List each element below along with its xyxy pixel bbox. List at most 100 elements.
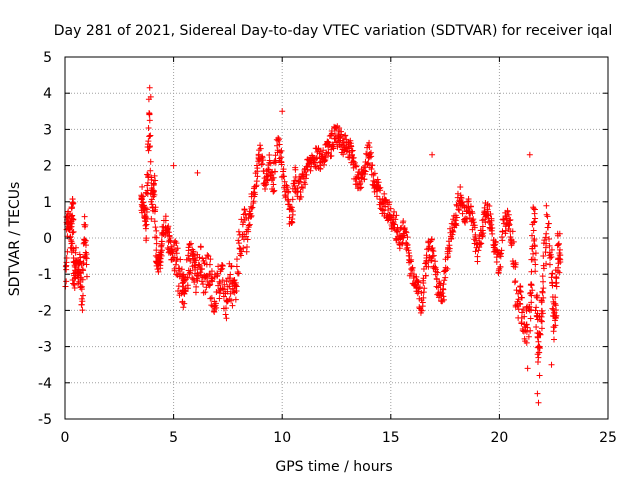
- data-point: [495, 267, 502, 274]
- data-point: [536, 372, 543, 379]
- data-point: [422, 260, 429, 267]
- data-point: [528, 306, 535, 313]
- data-point: [505, 211, 512, 218]
- data-point: [147, 132, 154, 139]
- x-tick-label: 25: [599, 430, 617, 446]
- data-point: [194, 277, 201, 284]
- data-point: [535, 338, 542, 345]
- data-point: [144, 191, 151, 198]
- data-point: [328, 152, 335, 159]
- data-point: [357, 180, 364, 187]
- data-point: [556, 269, 563, 276]
- data-point: [146, 144, 153, 151]
- data-point: [235, 228, 242, 235]
- data-point: [528, 292, 535, 299]
- data-point: [76, 258, 83, 265]
- data-point: [152, 204, 159, 211]
- data-point: [254, 173, 261, 180]
- data-point: [497, 250, 504, 257]
- data-point: [62, 263, 69, 270]
- data-point: [81, 213, 88, 220]
- data-point: [70, 216, 77, 223]
- data-point: [186, 241, 193, 248]
- data-point: [78, 286, 85, 293]
- data-point: [194, 169, 201, 176]
- data-point: [552, 314, 559, 321]
- data-point: [83, 261, 90, 268]
- data-point: [459, 210, 466, 217]
- data-point: [425, 246, 432, 253]
- data-point: [328, 133, 335, 140]
- data-point: [528, 281, 535, 288]
- x-tick-label: 20: [490, 430, 508, 446]
- data-point: [429, 151, 436, 158]
- data-point: [260, 157, 267, 164]
- data-point: [535, 399, 542, 406]
- data-point: [392, 216, 399, 223]
- data-point: [553, 279, 560, 286]
- data-point: [540, 294, 547, 301]
- data-point: [284, 184, 291, 191]
- data-point: [63, 259, 70, 266]
- data-point: [289, 196, 296, 203]
- data-point: [377, 184, 384, 191]
- data-point: [190, 248, 197, 255]
- data-point: [139, 193, 146, 200]
- data-point: [153, 240, 160, 247]
- data-point: [158, 252, 165, 259]
- data-point: [486, 202, 493, 209]
- data-point: [517, 288, 524, 295]
- data-point: [470, 216, 477, 223]
- y-tick-label: 2: [43, 159, 52, 175]
- data-point: [525, 333, 532, 340]
- data-point: [543, 202, 550, 209]
- data-point: [193, 283, 200, 290]
- data-point: [289, 208, 296, 215]
- data-point: [191, 264, 198, 271]
- data-point: [80, 260, 87, 267]
- data-point: [409, 264, 416, 271]
- y-tick-label: 4: [43, 86, 52, 102]
- y-tick-label: -2: [38, 303, 52, 319]
- data-point: [538, 318, 545, 325]
- data-point: [535, 354, 542, 361]
- data-point: [243, 248, 250, 255]
- data-point: [352, 162, 359, 169]
- data-point: [491, 242, 498, 249]
- data-point: [240, 244, 247, 251]
- data-point: [206, 261, 213, 268]
- data-point: [82, 237, 89, 244]
- data-point: [275, 136, 282, 143]
- data-point: [152, 206, 159, 213]
- data-point: [257, 142, 264, 149]
- data-point: [380, 200, 387, 207]
- data-point: [464, 204, 471, 211]
- data-point: [432, 258, 439, 265]
- data-point: [146, 117, 153, 124]
- data-point: [498, 233, 505, 240]
- data-point: [227, 271, 234, 278]
- data-point: [453, 214, 460, 221]
- data-point: [533, 324, 540, 331]
- data-point: [390, 220, 397, 227]
- data-point: [176, 265, 183, 272]
- data-point: [509, 228, 516, 235]
- data-point: [320, 161, 327, 168]
- data-point: [269, 176, 276, 183]
- data-point: [518, 320, 525, 327]
- data-point: [528, 299, 535, 306]
- data-point: [262, 186, 269, 193]
- chart-title: Day 281 of 2021, Sidereal Day-to-day VTE…: [54, 23, 612, 39]
- data-point: [154, 266, 161, 273]
- data-point: [79, 292, 86, 299]
- data-point: [150, 187, 157, 194]
- data-point: [387, 216, 394, 223]
- data-point: [195, 261, 202, 268]
- data-point: [404, 241, 411, 248]
- data-point: [151, 218, 158, 225]
- data-point: [207, 271, 214, 278]
- data-point: [235, 270, 242, 277]
- data-point: [181, 300, 188, 307]
- data-point: [448, 235, 455, 242]
- data-point: [530, 227, 537, 234]
